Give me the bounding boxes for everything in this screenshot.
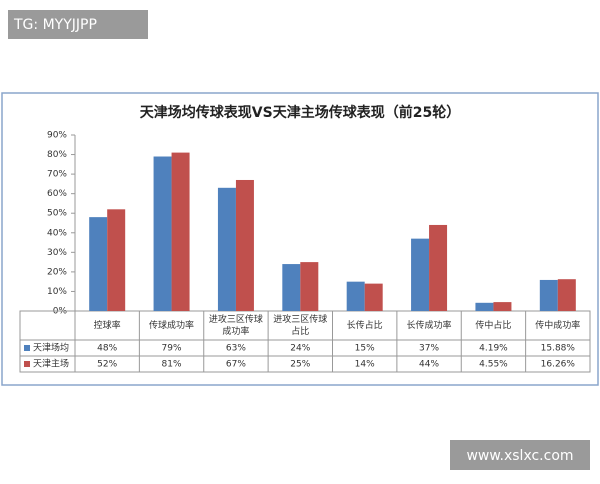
- data-label: 16.26%: [541, 360, 576, 370]
- x-tick-label: 传中占比: [475, 320, 512, 331]
- bar: [429, 224, 448, 311]
- bar: [282, 264, 301, 311]
- data-label: 81%: [162, 360, 182, 370]
- data-label: 63%: [226, 344, 246, 354]
- x-tick-label-cell: 控球率: [93, 320, 121, 331]
- watermark: TG: MYYJJPP: [13, 17, 97, 33]
- y-tick-label: 40%: [47, 228, 67, 238]
- x-tick-label: 控球率: [93, 320, 121, 331]
- y-tick-label: 30%: [47, 248, 67, 258]
- legend-swatch: [24, 345, 30, 351]
- bar: [475, 302, 494, 311]
- watermark-box: [450, 440, 590, 470]
- x-tick-label: 进攻三区传球成功率: [208, 314, 263, 337]
- bar: [171, 152, 190, 311]
- bar: [235, 179, 254, 311]
- x-tick-label: 传中成功率: [535, 320, 581, 331]
- x-tick-label: 传球成功率: [149, 320, 195, 331]
- bar: [364, 283, 383, 311]
- data-label: 37%: [419, 344, 439, 354]
- data-label: 48%: [97, 344, 117, 354]
- y-tick-label: 20%: [47, 267, 67, 277]
- data-label: 25%: [290, 360, 310, 370]
- x-tick-label: 长传占比: [346, 320, 383, 331]
- x-tick-label-cell: 进攻三区传球占比: [273, 314, 328, 337]
- data-label: 24%: [290, 344, 310, 354]
- bar: [557, 279, 576, 311]
- data-label: 15%: [355, 344, 375, 354]
- data-label: 4.19%: [479, 344, 508, 354]
- y-tick-label: 90%: [47, 131, 67, 141]
- data-label: 67%: [226, 360, 246, 370]
- data-label: 79%: [162, 344, 182, 354]
- watermark-box: [8, 10, 148, 39]
- x-tick-label-cell: 传球成功率: [149, 320, 195, 331]
- data-label: 15.88%: [541, 344, 576, 354]
- bar: [539, 279, 558, 311]
- bar: [300, 262, 319, 311]
- legend-swatch: [24, 361, 30, 367]
- y-tick-label: 10%: [47, 287, 67, 297]
- chart-title: 天津场均传球表现VS天津主场传球表现（前25轮）: [140, 104, 460, 121]
- legend-label: 天津场均: [33, 342, 69, 354]
- data-label: 52%: [97, 360, 117, 370]
- y-tick-label: 80%: [47, 150, 67, 160]
- legend-label: 天津主场: [33, 358, 69, 370]
- data-label: 4.55%: [479, 360, 508, 370]
- watermark: www.xslxc.com: [466, 448, 573, 464]
- x-tick-label-cell: 长传成功率: [406, 320, 452, 331]
- bar: [89, 217, 108, 311]
- bar: [153, 156, 172, 311]
- x-tick-label-cell: 进攻三区传球成功率: [208, 314, 263, 337]
- x-tick-label: 进攻三区传球占比: [273, 314, 328, 337]
- bar: [107, 209, 126, 311]
- bar: [346, 281, 365, 311]
- y-tick-label: 50%: [47, 209, 67, 219]
- x-tick-label: 长传成功率: [406, 320, 452, 331]
- x-tick-label-cell: 传中占比: [475, 320, 512, 331]
- bar: [411, 238, 430, 311]
- data-label: 44%: [419, 360, 439, 370]
- data-label: 14%: [355, 360, 375, 370]
- x-tick-label-cell: 长传占比: [346, 320, 383, 331]
- bar: [217, 187, 236, 311]
- bar: [493, 302, 512, 311]
- x-tick-label-cell: 传中成功率: [535, 320, 581, 331]
- y-tick-label: 60%: [47, 189, 67, 199]
- y-tick-label: 70%: [47, 170, 67, 180]
